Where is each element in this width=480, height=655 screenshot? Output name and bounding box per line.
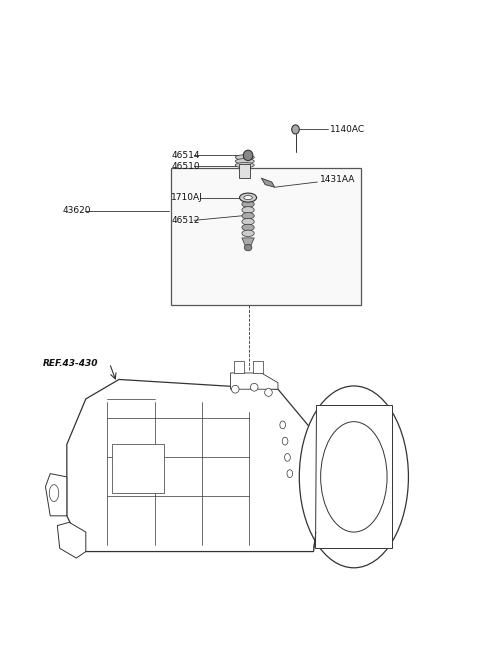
- Ellipse shape: [242, 201, 254, 208]
- Ellipse shape: [321, 422, 387, 532]
- Text: 1710AJ: 1710AJ: [171, 193, 203, 202]
- Ellipse shape: [242, 224, 254, 231]
- Bar: [239, 164, 251, 178]
- Ellipse shape: [242, 230, 254, 236]
- Ellipse shape: [242, 207, 254, 213]
- Ellipse shape: [240, 193, 257, 202]
- Text: 46512: 46512: [171, 216, 200, 225]
- Text: REF.43-430: REF.43-430: [43, 359, 98, 367]
- Ellipse shape: [243, 150, 253, 160]
- Text: 1140AC: 1140AC: [330, 125, 365, 134]
- Ellipse shape: [242, 218, 254, 225]
- Bar: [171, 168, 361, 305]
- Ellipse shape: [280, 421, 286, 429]
- Text: 43620: 43620: [62, 206, 91, 215]
- Ellipse shape: [235, 155, 254, 160]
- Ellipse shape: [231, 385, 239, 393]
- Polygon shape: [261, 178, 275, 187]
- Text: 1431AA: 1431AA: [320, 175, 355, 184]
- Polygon shape: [242, 238, 254, 246]
- Ellipse shape: [235, 159, 254, 164]
- Polygon shape: [46, 474, 67, 516]
- Polygon shape: [315, 405, 392, 548]
- Ellipse shape: [282, 438, 288, 445]
- Polygon shape: [230, 373, 278, 389]
- Ellipse shape: [251, 383, 258, 391]
- Ellipse shape: [235, 162, 254, 168]
- Ellipse shape: [244, 244, 252, 251]
- Ellipse shape: [49, 485, 59, 502]
- Polygon shape: [57, 522, 86, 558]
- Ellipse shape: [244, 196, 252, 200]
- Ellipse shape: [242, 213, 254, 219]
- Ellipse shape: [285, 453, 290, 461]
- Text: 46514: 46514: [171, 151, 200, 160]
- Ellipse shape: [300, 386, 408, 568]
- Text: 46510: 46510: [171, 162, 200, 171]
- Ellipse shape: [264, 388, 272, 396]
- Bar: [112, 444, 164, 493]
- Bar: [234, 362, 244, 373]
- Polygon shape: [67, 379, 316, 552]
- Ellipse shape: [287, 470, 293, 477]
- Bar: [253, 362, 263, 373]
- Ellipse shape: [292, 125, 300, 134]
